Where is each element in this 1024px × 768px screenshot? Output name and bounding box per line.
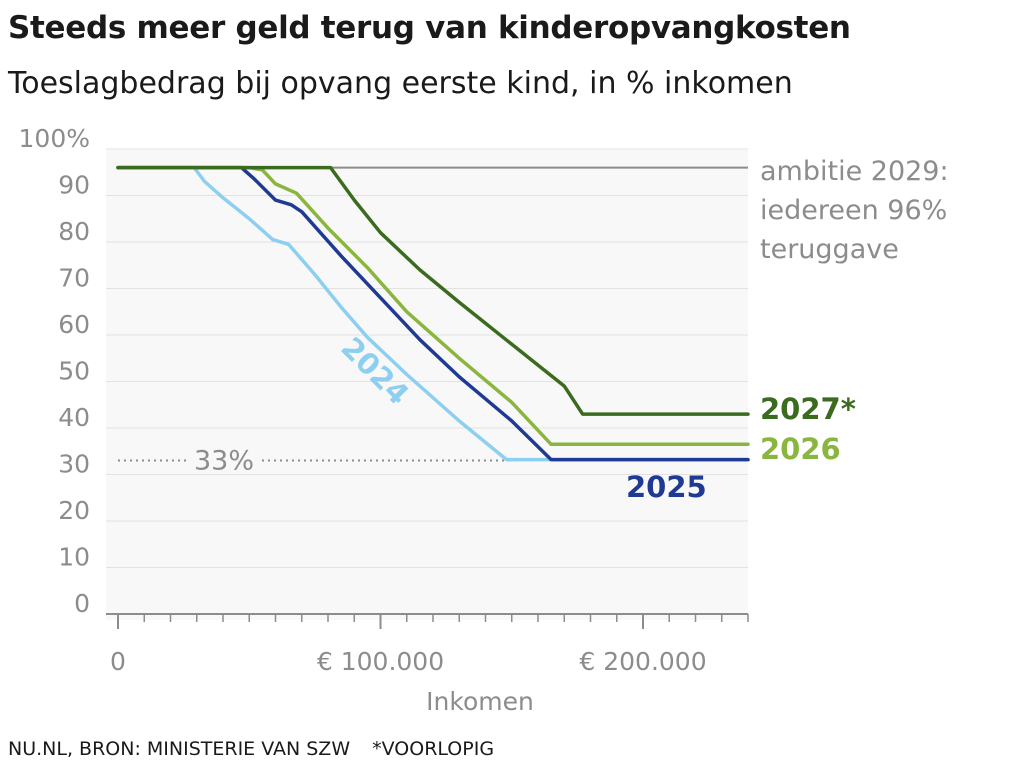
series-lines — [116, 165, 750, 462]
y-tick-label-100: 100% — [19, 124, 90, 153]
x-tick-label-2: € 200.000 — [579, 647, 706, 676]
y-tick-label-80: 80 — [58, 217, 90, 246]
series-label-2026: 2026 — [760, 432, 841, 466]
x-axis: 0 € 100.000 € 200.000 Inkomen — [106, 613, 749, 716]
x-tick-label-1: € 100.000 — [317, 647, 444, 676]
ambition-label-line-0: ambitie 2029: — [760, 156, 949, 187]
series-line-2025 — [116, 165, 750, 462]
series-label-2027: 2027* — [760, 392, 856, 426]
ambition-label-line-1: iedereen 96% — [760, 195, 947, 226]
y-tick-label-10: 10 — [58, 543, 90, 572]
series-line-2027 — [116, 165, 750, 416]
footer: NU.NL, BRON: MINISTERIE VAN SZW *VOORLOPI… — [8, 738, 516, 760]
x-axis-label: Inkomen — [426, 687, 534, 716]
plot-background — [106, 150, 748, 620]
series-line-2026 — [116, 165, 750, 447]
x-tick-label-0: 0 — [110, 647, 126, 676]
y-tick-label-50: 50 — [58, 357, 90, 386]
ambition-label-line-2: teruggave — [760, 234, 899, 265]
series-line-2024 — [116, 165, 750, 462]
footnote: *VOORLOPIG — [372, 738, 495, 760]
chart-subtitle: Toeslagbedrag bij opvang eerste kind, in… — [8, 66, 793, 101]
y-tick-label-70: 70 — [58, 264, 90, 293]
y-axis-tick-labels: 0 10 20 30 40 50 60 70 80 90 100% — [19, 124, 90, 618]
source-credit: NU.NL, BRON: MINISTERIE VAN SZW — [8, 738, 351, 760]
y-tick-label-90: 90 — [58, 171, 90, 200]
threshold-label: 33% — [194, 446, 254, 477]
y-tick-label-20: 20 — [58, 496, 90, 525]
chart-title: Steeds meer geld terug van kinderopvangk… — [8, 10, 851, 46]
y-tick-label-60: 60 — [58, 310, 90, 339]
y-tick-label-0: 0 — [74, 589, 90, 618]
y-tick-label-30: 30 — [58, 450, 90, 479]
series-label-2025: 2025 — [626, 470, 707, 504]
reference-lines: ambitie 2029: iedereen 96% teruggave 33% — [118, 156, 949, 477]
grid-lines — [106, 148, 748, 568]
y-tick-label-40: 40 — [58, 403, 90, 432]
